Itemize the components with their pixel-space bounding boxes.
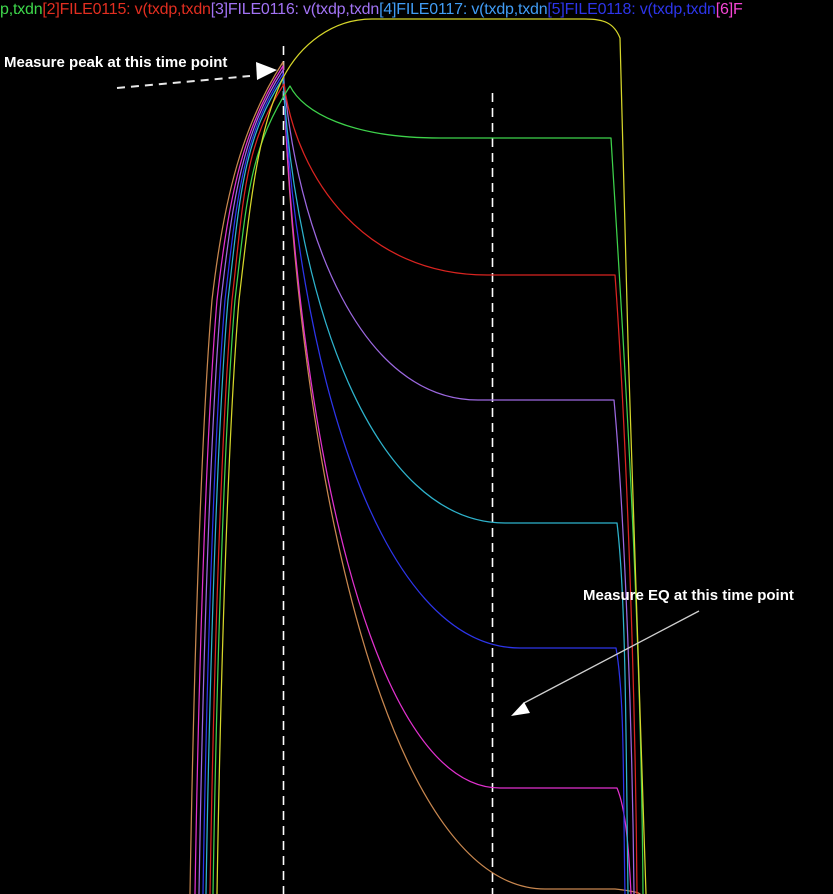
legend: p,txdn[2]FILE0115: v(txdp,txdn[3]FILE011… [0,1,833,19]
legend-item-2[interactable]: [2]FILE0115: v(txdp,txdn [42,1,211,18]
red-trace [209,83,638,894]
legend-item-1[interactable]: p,txdn [0,1,43,18]
eq-arrow-head-icon [511,702,530,716]
legend-item-5[interactable]: [5]FILE0118: v(txdp,txdn [547,1,716,18]
green-trace [212,85,644,894]
legend-item-3[interactable]: [3]FILE0116: v(txdp,txdn [210,1,380,18]
legend-item-4[interactable]: [4]FILE0117: v(txdp,txdn [379,1,548,18]
peak-arrow-head-icon [256,62,277,80]
annotation-measure-eq: Measure EQ at this time point [583,587,794,604]
annotation-measure-peak: Measure peak at this time point [4,54,228,71]
yellow-trace [216,18,647,894]
blue-trace [202,73,626,894]
eq-arrow-line [523,610,700,704]
cyan-trace [205,77,629,894]
peak-arrow-line [116,75,251,89]
magenta-trace [194,65,632,894]
orange-trace [189,61,641,894]
purple-trace [198,69,635,894]
legend-item-6[interactable]: [6]F [715,1,743,18]
